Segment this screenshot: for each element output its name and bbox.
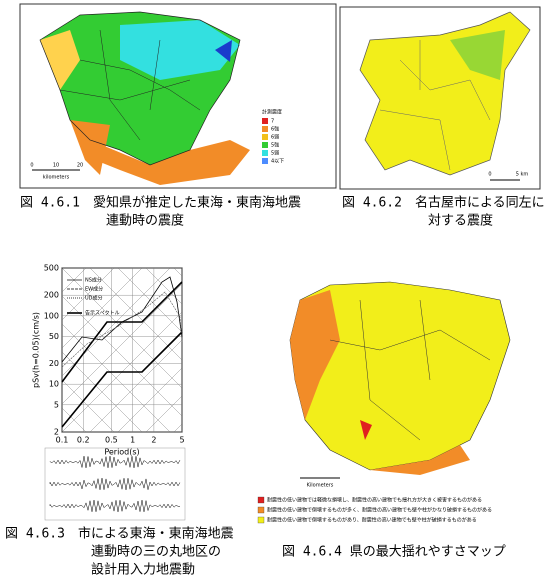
scale-unit: kilometers — [43, 175, 70, 181]
y-tick-label: 50 — [49, 332, 59, 341]
diag-line — [62, 283, 182, 405]
waveform — [49, 477, 181, 491]
legend-swatch — [257, 506, 265, 514]
diag-line — [117, 268, 182, 333]
legend-swatch — [262, 126, 268, 132]
y-tick-label: 100 — [44, 311, 59, 320]
caption: 設計用入力地震動 — [91, 562, 195, 578]
diag-line — [62, 268, 182, 389]
map-1 — [39, 11, 250, 185]
legend-swatch — [257, 516, 265, 524]
waveform — [49, 455, 181, 469]
legend-label: 5弱 — [271, 151, 279, 157]
spectrum-ew — [61, 291, 183, 368]
diag-line — [62, 268, 143, 349]
y-tick-label: 200 — [44, 291, 59, 300]
scale-unit: Kilometers — [307, 483, 334, 489]
y-tick-label: 10 — [49, 380, 59, 389]
x-tick-label: 5 — [179, 436, 184, 445]
legend-swatch — [262, 118, 268, 124]
legend-label: 6強 — [271, 126, 279, 133]
diag-line — [62, 268, 115, 321]
y-axis-label: pSv(h=0.05)(cm/s) — [32, 312, 41, 388]
caption: 連動時の三の丸地区の — [91, 545, 221, 560]
diag-line — [145, 395, 182, 432]
y-tick-label: 500 — [44, 264, 59, 273]
legend-label: 耐震性の低い建物では軽微な損壊し、耐震性の高い建物でも揺れ方が大きく被害するもの… — [267, 497, 482, 504]
legend-label: 6弱 — [271, 135, 279, 141]
waveform — [49, 499, 181, 513]
diag-line — [62, 268, 87, 293]
legend-label: NS成分 — [85, 277, 102, 284]
map-2 — [359, 11, 531, 176]
legend-swatch — [262, 142, 268, 148]
caption: 図 4.6.2 名古屋市による同左に — [342, 195, 545, 211]
diag-line — [62, 351, 143, 432]
y-tick-label: 2 — [54, 428, 59, 437]
spectrum-lower — [61, 331, 183, 428]
diag-line — [62, 295, 182, 417]
scale-label: 0 — [488, 172, 491, 178]
legend-label: 5強 — [271, 142, 279, 149]
scale-label: 5 km — [516, 172, 529, 178]
legend-title: 計測震度 — [262, 109, 282, 116]
scale-label: 0 — [30, 163, 33, 169]
caption: 図 4.6.1 愛知県が推定した東海・東南海地震 — [20, 195, 301, 211]
diag-line — [89, 268, 182, 361]
legend-label: 耐震性の低い建物で倒壊するものがあり、耐震性の高い建物でも壁や柱が破損するものが… — [267, 517, 477, 524]
legend-swatch — [257, 496, 265, 504]
diag-line — [62, 379, 115, 432]
diag-line — [62, 407, 87, 432]
legend-label: EW成分 — [85, 286, 103, 293]
spectrum-upper — [61, 281, 183, 383]
x-tick-label: 0.5 — [105, 436, 118, 445]
x-tick-label: 1 — [130, 436, 135, 445]
legend-label: 告示スペクトル — [85, 310, 120, 317]
diag-line — [145, 268, 182, 305]
y-tick-label: 5 — [54, 400, 59, 409]
diag-line — [89, 339, 182, 432]
map-4 — [289, 281, 511, 475]
diag-line — [62, 323, 171, 432]
caption: 図 4.6.3 市による東海・東南海地震 — [5, 526, 234, 542]
scale-label: 20 — [77, 163, 83, 169]
x-tick-label: 2 — [151, 436, 156, 445]
caption: 対する震度 — [428, 213, 493, 229]
scale-label: 10 — [53, 163, 59, 169]
legend-label: UD成分 — [85, 295, 103, 302]
y-tick-label: 20 — [49, 359, 59, 368]
legend-label: 耐震性の低い建物で倒壊するものが多く、耐震性の高い建物でも壁や柱がかなり破損する… — [267, 507, 492, 514]
diag-line — [117, 367, 182, 432]
x-tick-label: 0.2 — [77, 436, 90, 445]
legend-swatch — [262, 150, 268, 156]
caption: 図 4.6.4 県の最大揺れやすさマップ — [282, 545, 506, 560]
legend-label: 4以下 — [271, 159, 284, 165]
x-axis-label: Period(s) — [104, 448, 139, 457]
x-tick-label: 0.1 — [56, 436, 69, 445]
legend-swatch — [262, 134, 268, 140]
caption: 連動時の震度 — [106, 213, 184, 229]
legend-label: 7 — [271, 119, 274, 125]
legend-swatch — [262, 158, 268, 164]
spectrum-ns — [61, 276, 183, 363]
